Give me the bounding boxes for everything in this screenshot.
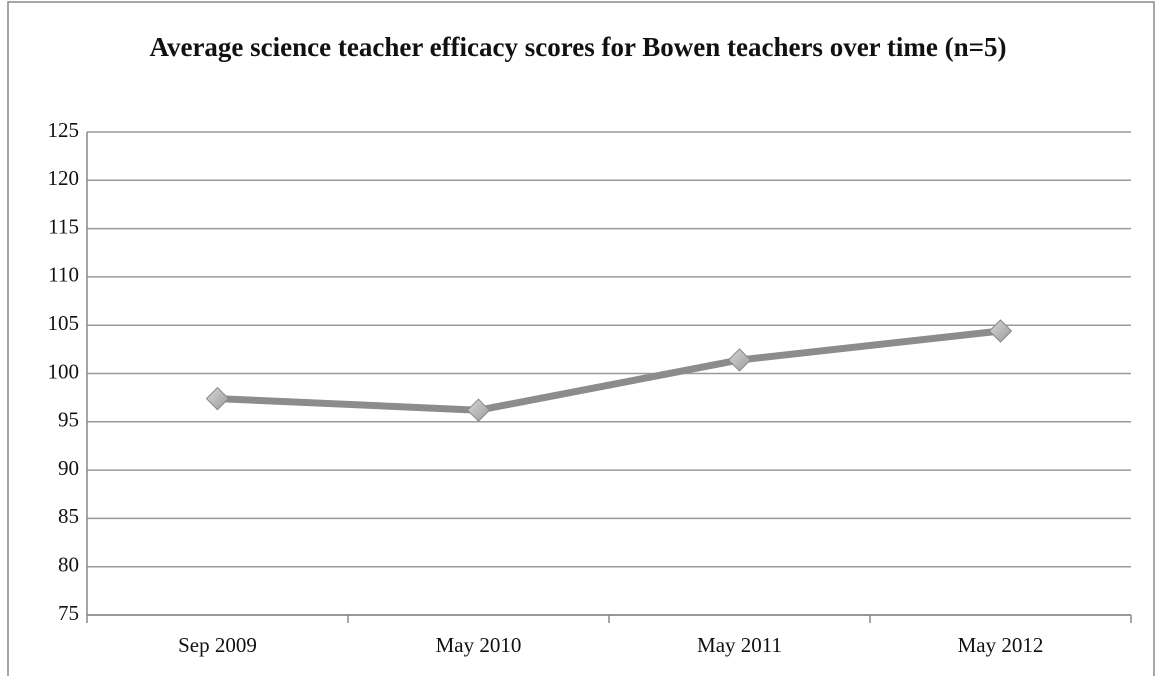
y-tick-label: 115 <box>48 214 79 238</box>
chart-frame <box>7 1 1155 676</box>
data-point <box>205 386 230 411</box>
y-tick-label: 120 <box>48 166 80 190</box>
y-tick-label: 85 <box>58 504 79 528</box>
y-tick-label: 90 <box>58 456 79 480</box>
series-line <box>217 327 1001 414</box>
x-tick-label: May 2011 <box>697 633 782 657</box>
x-tick-label: May 2012 <box>958 633 1044 657</box>
y-tick-label: 80 <box>58 553 79 577</box>
y-tick-label: 75 <box>58 601 79 625</box>
x-tick-label: May 2010 <box>436 633 522 657</box>
y-tick-label: 95 <box>58 408 79 432</box>
data-point <box>988 319 1013 343</box>
y-tick-label: 105 <box>48 311 80 335</box>
y-tick-label: 125 <box>48 118 80 142</box>
y-tick-label: 100 <box>48 359 80 383</box>
y-tick-label: 110 <box>48 263 79 287</box>
data-point <box>466 398 491 422</box>
x-tick-label: Sep 2009 <box>178 633 257 657</box>
chart-title: Average science teacher efficacy scores … <box>149 32 1007 62</box>
data-point <box>727 348 752 372</box>
